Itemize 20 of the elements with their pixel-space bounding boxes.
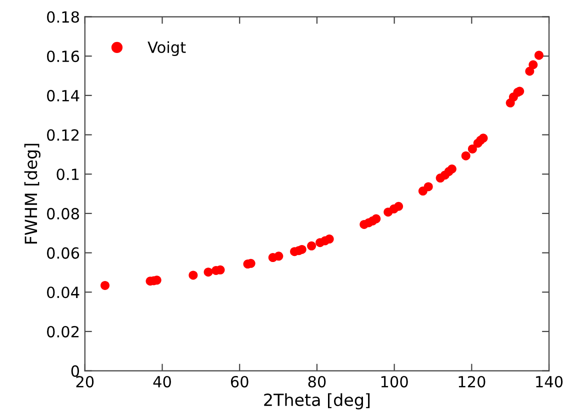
y-tick-label: 0.12 <box>47 129 79 141</box>
y-tick-label: 0 <box>71 365 80 377</box>
x-tick-label: 60 <box>230 376 248 388</box>
x-tick-label: 120 <box>458 376 486 388</box>
x-tick-label: 20 <box>76 376 94 388</box>
x-axis-title: 2Theta [deg] <box>264 393 370 410</box>
x-tick-label: 80 <box>308 376 326 388</box>
y-tick-label: 0.14 <box>47 90 80 102</box>
y-tick-label: 0.18 <box>47 11 79 23</box>
y-tick-label: 0.08 <box>47 208 79 220</box>
y-tick-label: 0.02 <box>47 326 79 338</box>
x-tick-label: 140 <box>536 376 563 388</box>
x-tick-label: 100 <box>381 376 408 388</box>
y-axis-title: FWHM [deg] <box>24 144 40 244</box>
y-tick-label: 0.1 <box>56 168 79 180</box>
legend-label: Voigt <box>148 41 186 56</box>
y-tick-label: 0.04 <box>47 286 80 298</box>
x-tick-label: 40 <box>153 376 171 388</box>
y-tick-label: 0.16 <box>47 50 80 62</box>
y-tick-label: 0.06 <box>47 247 80 259</box>
